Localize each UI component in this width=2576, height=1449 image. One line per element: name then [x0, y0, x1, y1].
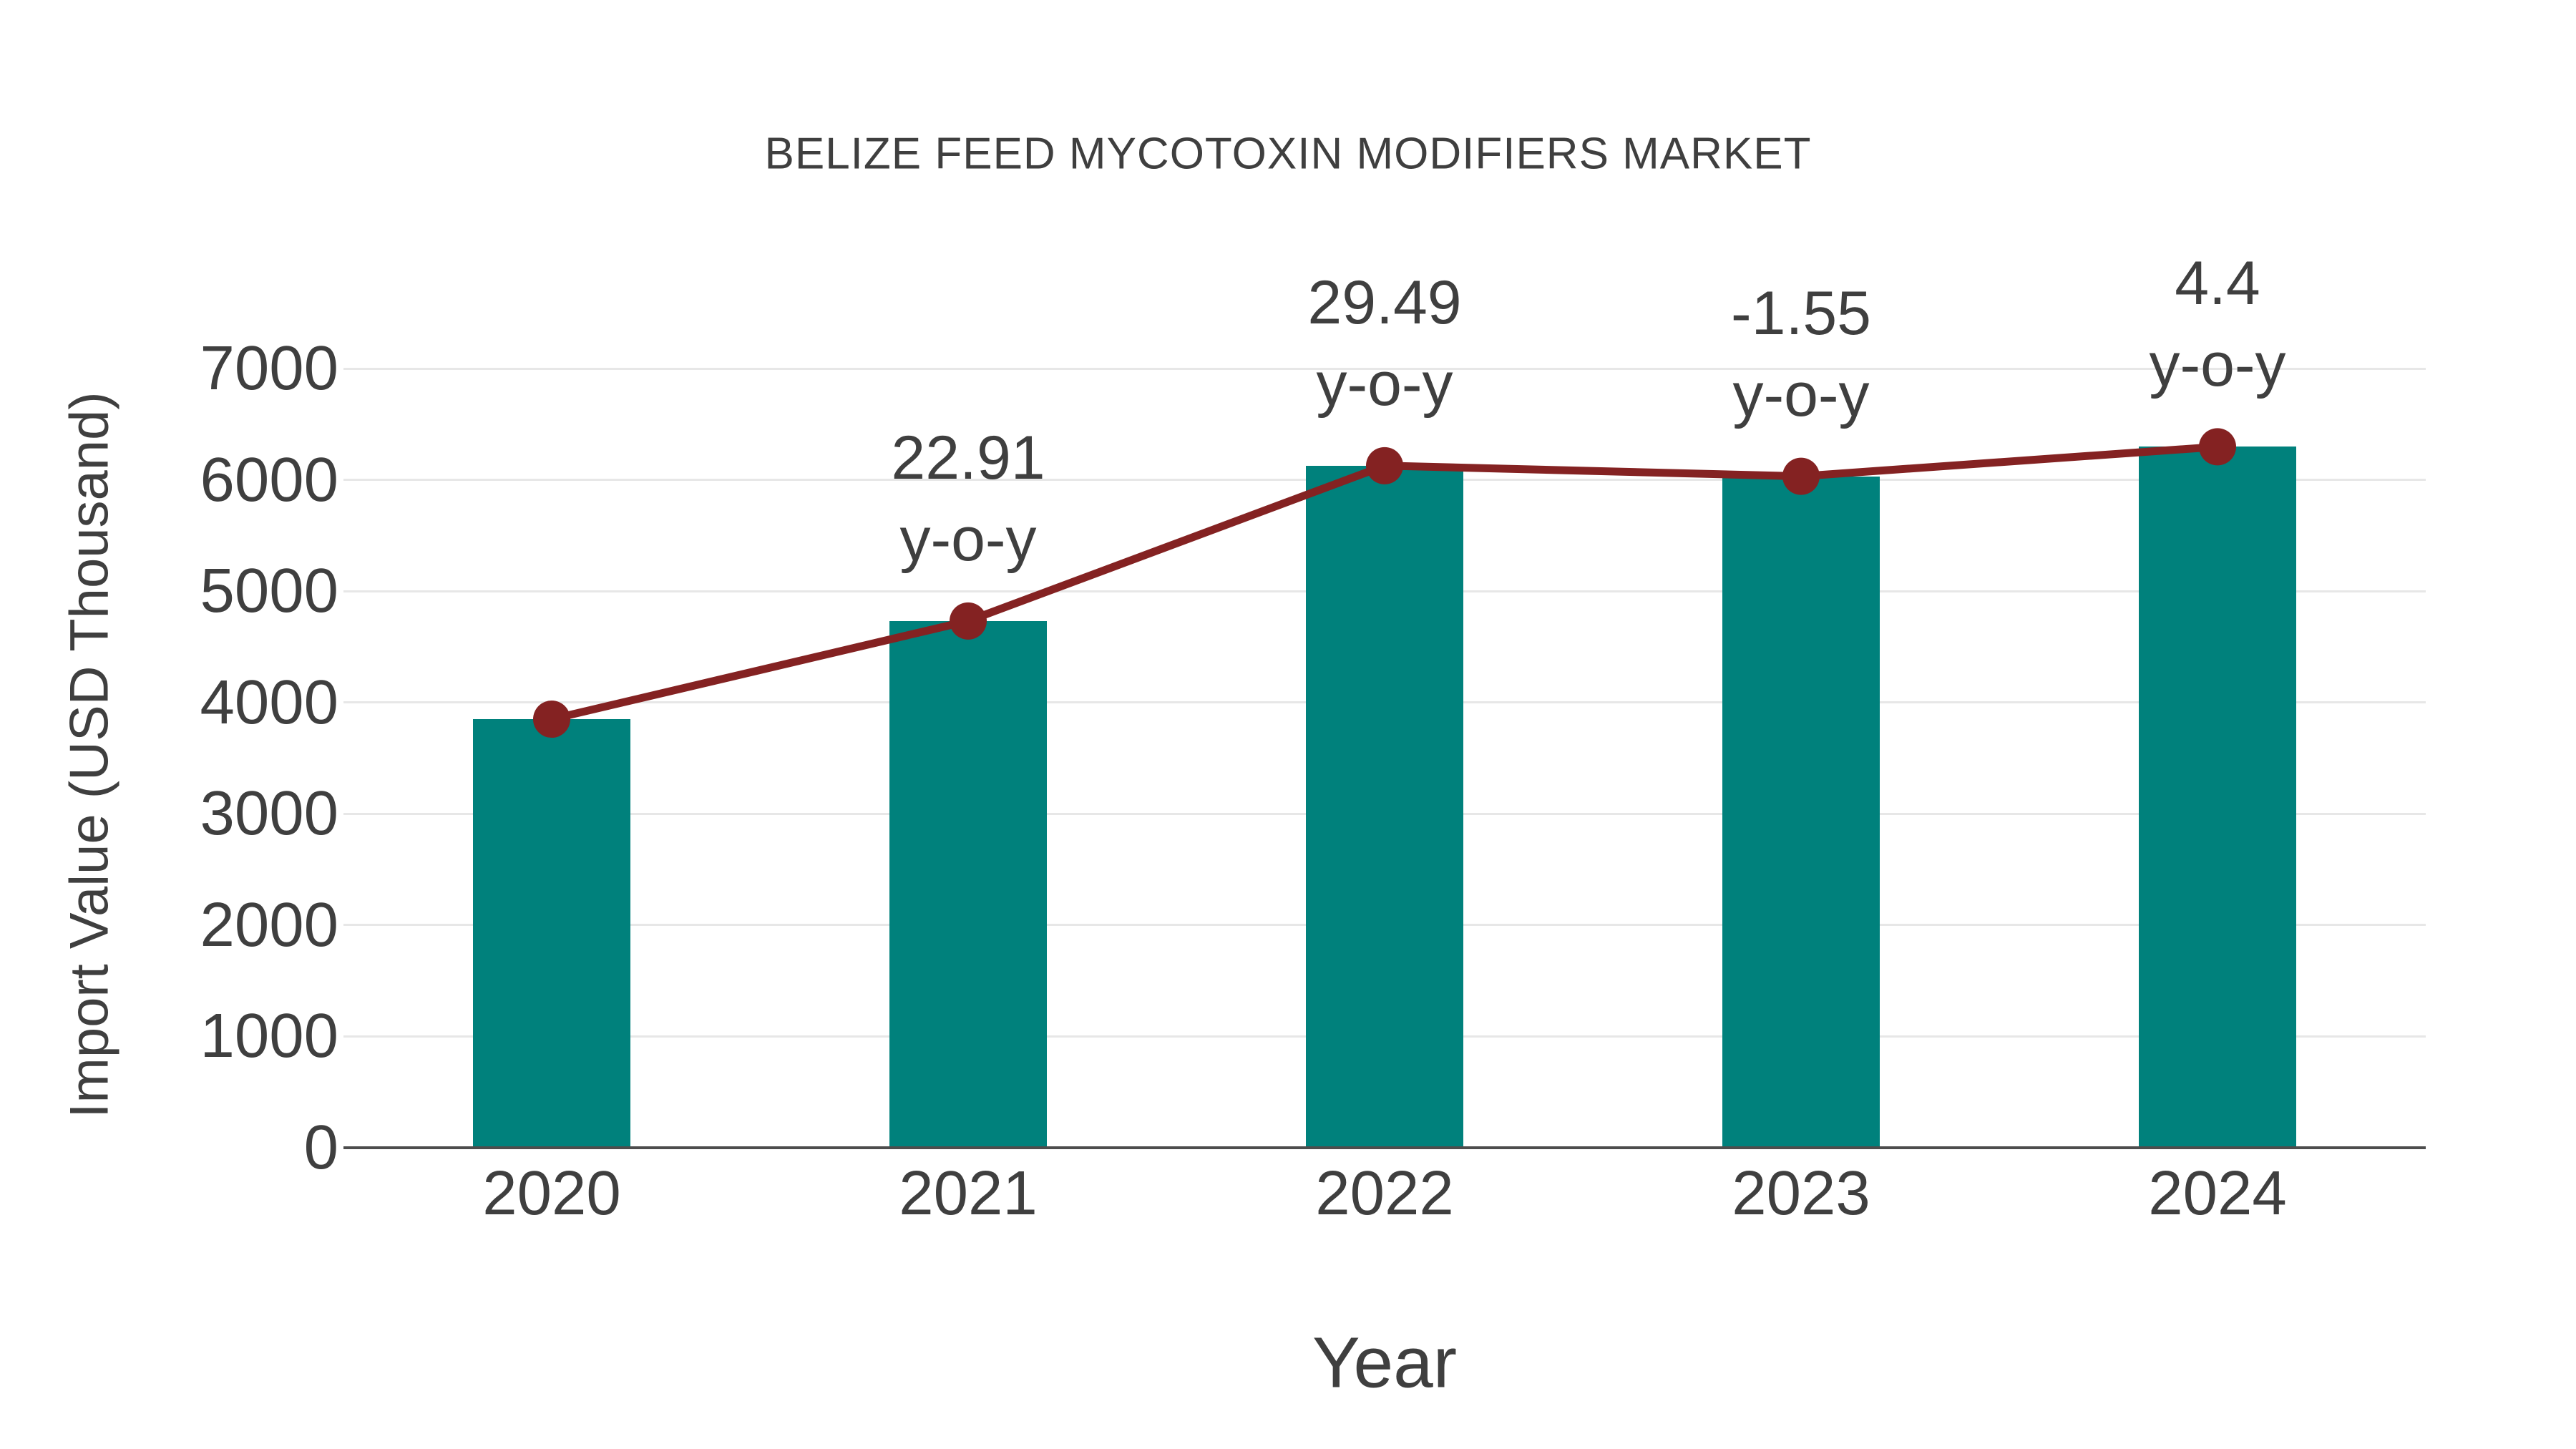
y-tick-label-3000: 3000	[200, 779, 338, 849]
chart-title: BELIZE FEED MYCOTOXIN MODIFIERS MARKET	[764, 129, 1812, 179]
trend-marker-2022	[1366, 447, 1403, 484]
yoy-annotation-2022: 29.49 y-o-y	[1307, 262, 1461, 425]
bar-2020	[473, 719, 630, 1146]
trend-marker-2023	[1782, 457, 1820, 495]
bar-2023	[1722, 476, 1880, 1146]
trend-marker-2024	[2199, 428, 2236, 466]
bar-2022	[1306, 465, 1463, 1146]
yoy-suffix: y-o-y	[899, 504, 1037, 574]
x-tick-label-2022: 2022	[1315, 1158, 1454, 1228]
x-tick-label-2023: 2023	[1732, 1158, 1870, 1228]
yoy-suffix: y-o-y	[1732, 360, 1870, 429]
yoy-value: 29.49	[1307, 268, 1462, 337]
trend-line	[550, 442, 2218, 723]
yoy-value: -1.55	[1730, 278, 1872, 348]
trend-marker-2020	[533, 701, 570, 738]
yoy-suffix: y-o-y	[2149, 331, 2286, 400]
x-axis-line	[343, 1146, 2426, 1149]
bar-2024	[2139, 447, 2296, 1146]
yoy-annotation-2023: -1.55 y-o-y	[1731, 273, 1871, 436]
y-tick-label-0: 0	[303, 1113, 338, 1182]
trend-marker-2021	[950, 602, 987, 640]
yoy-value: 22.91	[891, 423, 1045, 492]
y-tick-label-4000: 4000	[200, 667, 338, 737]
yoy-value: 4.4	[2175, 249, 2260, 318]
bar-2021	[889, 620, 1047, 1146]
y-tick-label-5000: 5000	[200, 556, 338, 626]
yoy-suffix: y-o-y	[1316, 349, 1453, 419]
x-tick-label-2020: 2020	[482, 1158, 621, 1228]
x-axis-title: Year	[1312, 1322, 1458, 1403]
yoy-annotation-2024: 4.4 y-o-y	[2149, 243, 2285, 406]
y-tick-label-7000: 7000	[200, 333, 338, 403]
y-tick-label-6000: 6000	[200, 444, 338, 514]
y-tick-label-2000: 2000	[200, 889, 338, 960]
y-tick-label-1000: 1000	[200, 1001, 338, 1071]
x-tick-label-2021: 2021	[899, 1158, 1038, 1228]
x-tick-label-2024: 2024	[2148, 1158, 2287, 1228]
yoy-annotation-2021: 22.91 y-o-y	[891, 417, 1045, 580]
gridline-7000	[343, 367, 2426, 370]
